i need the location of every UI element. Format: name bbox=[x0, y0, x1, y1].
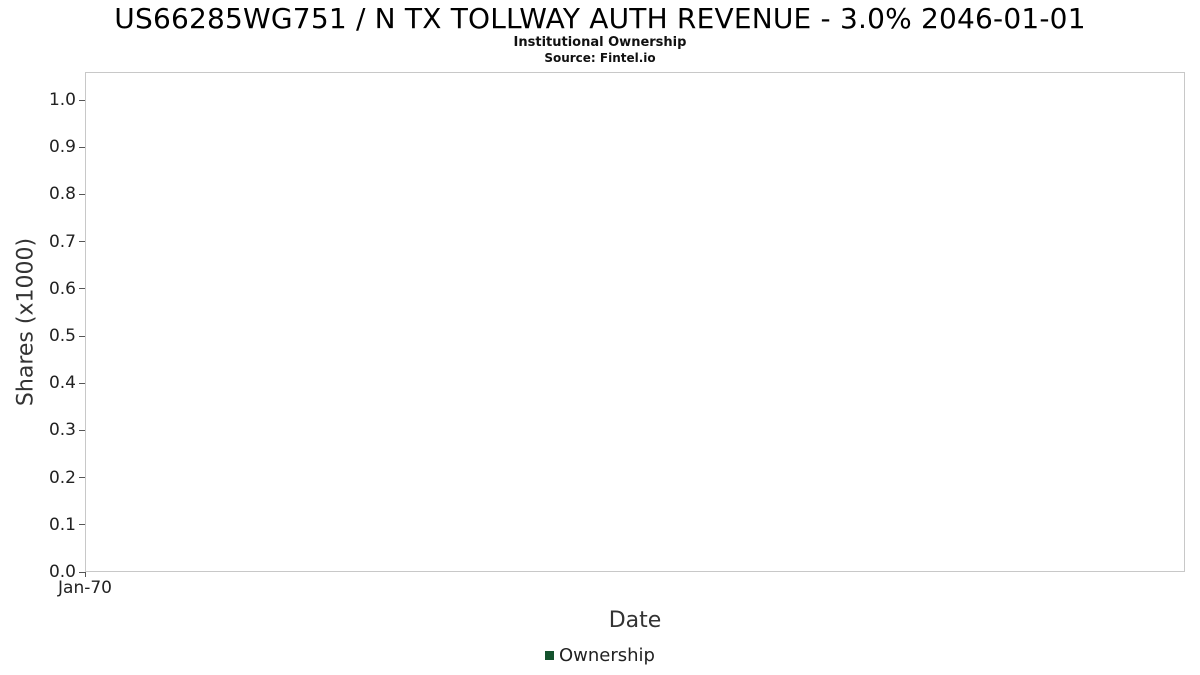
y-tick-mark bbox=[79, 241, 85, 243]
x-tick-mark bbox=[84, 572, 86, 577]
y-tick-mark bbox=[79, 524, 85, 526]
y-tick-mark bbox=[79, 146, 85, 148]
y-tick-label: 0.5 bbox=[48, 326, 76, 346]
legend-label: Ownership bbox=[559, 645, 655, 666]
y-tick-mark bbox=[79, 571, 85, 573]
x-axis-label: Date bbox=[608, 608, 662, 633]
y-tick-mark bbox=[79, 288, 85, 290]
y-tick-label: 0.4 bbox=[48, 373, 76, 394]
y-tick-mark bbox=[79, 193, 85, 195]
y-tick-label: 0.9 bbox=[48, 137, 76, 158]
y-tick-mark bbox=[79, 382, 85, 384]
chart-source: Source: Fintel.io bbox=[544, 51, 656, 65]
legend: Ownership bbox=[0, 645, 1200, 666]
y-tick-label: 0.1 bbox=[48, 514, 76, 535]
plot-area bbox=[85, 72, 1185, 572]
chart-subtitle: Institutional Ownership bbox=[513, 35, 687, 50]
y-tick-mark bbox=[79, 99, 85, 101]
y-tick-label: 0.2 bbox=[48, 467, 76, 488]
legend-item[interactable]: Ownership bbox=[545, 645, 655, 666]
x-tick-label: Jan-70 bbox=[58, 578, 112, 598]
y-tick-mark bbox=[79, 429, 85, 431]
y-tick-label: 0.0 bbox=[48, 562, 76, 582]
y-tick-label: 0.3 bbox=[48, 420, 76, 441]
y-tick-mark bbox=[79, 335, 85, 337]
y-tick-label: 1.0 bbox=[48, 90, 76, 110]
y-tick-label: 0.8 bbox=[48, 184, 76, 205]
y-tick-mark bbox=[79, 477, 85, 479]
y-tick-label: 0.6 bbox=[48, 278, 76, 299]
legend-swatch-icon bbox=[545, 651, 554, 660]
y-tick-label: 0.7 bbox=[48, 231, 76, 252]
chart-title: US66285WG751 / N TX TOLLWAY AUTH REVENUE… bbox=[114, 2, 1086, 35]
